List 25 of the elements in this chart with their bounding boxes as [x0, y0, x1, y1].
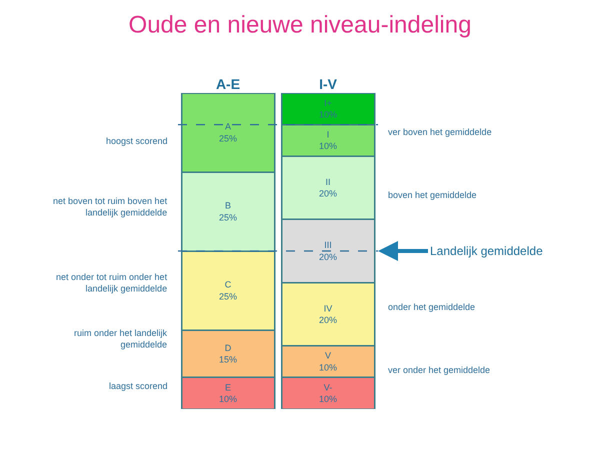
data-label: C 25% [218, 280, 238, 302]
text: ver onder het gemiddelde [388, 365, 490, 375]
text: net onder tot ruim onder het landelijk gemiddelde [56, 272, 168, 294]
text: ver boven het gemiddelde [388, 127, 492, 137]
data-label: IV 20% [318, 303, 338, 326]
chart-title: Oude en nieuwe niveau-indeling [128, 12, 472, 39]
data-label: I 10% [318, 130, 338, 152]
data-label: D 15% [218, 342, 238, 365]
text: onder het gemiddelde [388, 302, 476, 312]
ref-line-label: Landelijk gemiddelde [430, 244, 544, 258]
x-tick-label: I-V [319, 76, 338, 92]
data-label: III 20% [318, 240, 338, 262]
text: ruim onder het landelijk gemiddelde [74, 328, 168, 350]
data-label: E 10% [218, 382, 238, 404]
data-label: B 25% [218, 200, 238, 222]
text: laagst scorend [109, 381, 168, 391]
data-label: I+ 10% [318, 98, 338, 120]
x-tick-label: A-E [216, 76, 240, 92]
text: boven het gemiddelde [388, 190, 477, 200]
data-label: V 10% [318, 350, 338, 372]
data-label: A 25% [218, 122, 238, 144]
data-label: II 20% [318, 176, 338, 199]
data-label: V- 10% [318, 382, 338, 404]
text: net boven tot ruim boven het landelijk gemiddelde [53, 196, 168, 218]
text: hoogst scorend [106, 136, 168, 146]
